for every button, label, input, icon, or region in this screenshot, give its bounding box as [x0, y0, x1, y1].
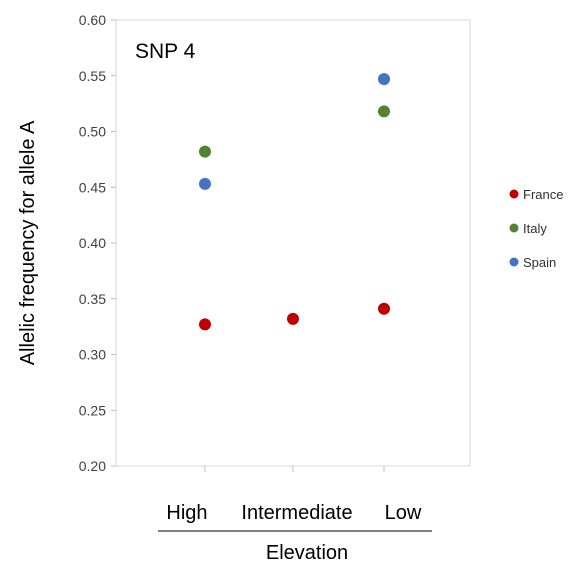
- y-tick-label: 0.45: [79, 179, 106, 195]
- y-axis-ticks: 0.20 0.25 0.30 0.35 0.40 0.45 0.50 0.55 0.60: [79, 12, 116, 474]
- x-axis-title: Elevation: [266, 542, 348, 563]
- x-axis-ticks: [204, 466, 385, 472]
- x-axis-categories: High Intermediate Low: [166, 502, 421, 524]
- y-axis-title: Allelic frequency for allele A: [17, 120, 39, 365]
- plot-area: [115, 19, 471, 467]
- data-point-italy: [378, 105, 390, 118]
- y-tick-label: 0.25: [79, 402, 106, 418]
- y-tick-label: 0.20: [79, 458, 106, 474]
- data-point-france: [199, 318, 211, 331]
- legend-label-france: France: [523, 187, 563, 202]
- y-tick-label: 0.35: [79, 291, 106, 307]
- legend-label-spain: Spain: [523, 255, 556, 270]
- x-category-label: High: [166, 502, 207, 524]
- legend-marker-france: [509, 189, 519, 199]
- data-point-spain: [199, 177, 211, 190]
- y-tick-label: 0.60: [79, 12, 106, 28]
- x-category-label: Intermediate: [241, 502, 352, 524]
- y-tick-label: 0.30: [79, 347, 106, 363]
- data-point-italy: [199, 145, 211, 158]
- legend-label-italy: Italy: [523, 221, 547, 236]
- legend-marker-italy: [509, 223, 519, 233]
- y-tick-label: 0.50: [79, 124, 106, 140]
- y-tick-label: 0.40: [79, 235, 106, 251]
- x-category-label: Low: [385, 502, 422, 524]
- data-points: [199, 73, 390, 331]
- y-tick-label: 0.55: [79, 68, 106, 84]
- chart-title: SNP 4: [135, 40, 196, 63]
- data-point-spain: [378, 73, 390, 86]
- legend-marker-spain: [509, 257, 519, 267]
- data-point-france: [378, 302, 390, 315]
- data-point-france: [287, 312, 299, 325]
- legend: France Italy Spain: [509, 187, 563, 270]
